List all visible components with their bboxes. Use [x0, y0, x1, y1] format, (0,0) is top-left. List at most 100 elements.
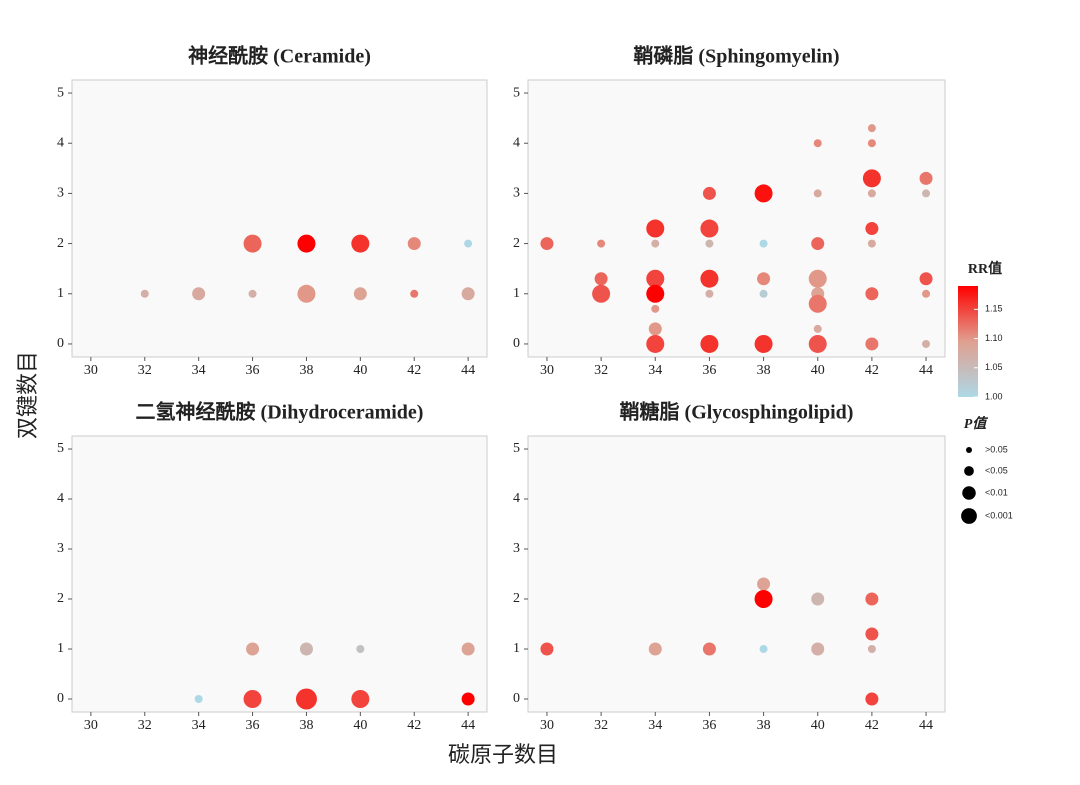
x-tick-label: 40	[353, 363, 367, 378]
bubble	[648, 322, 662, 336]
bubble	[194, 695, 203, 703]
y-tick-label: 3	[57, 541, 64, 556]
bubble	[865, 222, 879, 236]
bubble	[295, 688, 317, 710]
x-tick-label: 38	[757, 363, 771, 378]
bubble	[192, 287, 206, 301]
bubble	[702, 642, 716, 656]
y-tick-label: 3	[513, 186, 520, 201]
bubble	[919, 171, 933, 185]
bubble	[705, 239, 714, 248]
y-tick-label: 2	[513, 591, 520, 606]
size-key	[964, 466, 974, 476]
bubble	[594, 272, 608, 286]
bubble	[646, 334, 665, 353]
bubble	[865, 287, 879, 301]
y-tick-label: 2	[57, 236, 64, 251]
x-tick-label: 30	[84, 718, 98, 733]
bubble	[700, 219, 719, 238]
x-tick-label: 38	[299, 363, 313, 378]
size-label: >0.05	[985, 444, 1008, 454]
x-tick-label: 44	[461, 363, 475, 378]
color-tick-label: 1.05	[985, 362, 1003, 372]
bubble	[651, 304, 660, 313]
y-tick-label: 0	[57, 691, 64, 706]
bubble	[813, 189, 822, 198]
panel-title: 鞘糖脂 (Glycosphingolipid)	[620, 400, 854, 424]
bubble	[248, 289, 257, 298]
color-tick-label: 1.15	[985, 304, 1003, 314]
y-tick-label: 0	[513, 336, 520, 351]
panel-title: 鞘磷脂 (Sphingomyelin)	[633, 44, 839, 68]
x-tick-label: 44	[919, 363, 933, 378]
y-tick-label: 5	[513, 85, 520, 100]
bubble	[759, 239, 768, 248]
bubble	[867, 189, 876, 198]
bubble	[646, 219, 665, 238]
bubble	[813, 139, 822, 148]
bubble	[759, 645, 768, 653]
y-tick-label: 2	[513, 236, 520, 251]
x-tick-label: 42	[865, 363, 879, 378]
bubble	[811, 642, 825, 656]
plot-area	[71, 435, 488, 713]
x-tick-label: 34	[192, 363, 206, 378]
y-tick-label: 5	[57, 85, 64, 100]
bubble	[754, 184, 773, 203]
panel-title: 神经酰胺 (Ceramide)	[188, 44, 371, 68]
bubble	[754, 590, 773, 608]
y-tick-label: 5	[57, 441, 64, 456]
bubble	[867, 124, 876, 133]
bubble	[297, 234, 316, 253]
panel-title: 二氢神经酰胺 (Dihydroceramide)	[136, 400, 424, 424]
bubble	[700, 334, 719, 353]
x-tick-label: 32	[138, 718, 152, 733]
bubble	[243, 690, 262, 708]
y-tick-label: 3	[513, 541, 520, 556]
bubble	[464, 239, 473, 248]
bubble	[862, 169, 881, 188]
x-tick-label: 32	[594, 718, 608, 733]
x-tick-label: 34	[648, 718, 662, 733]
bubble	[757, 577, 771, 591]
bubble	[353, 287, 367, 301]
y-tick-label: 4	[513, 491, 520, 506]
color-bar	[958, 286, 978, 397]
bubble	[922, 289, 931, 298]
bubble	[592, 284, 611, 303]
bubble	[351, 690, 370, 708]
size-legend-title: P值	[964, 415, 989, 432]
bubble	[808, 334, 827, 353]
x-tick-label: 40	[353, 718, 367, 733]
color-tick-label: 1.00	[985, 391, 1003, 401]
x-tick-label: 38	[757, 718, 771, 733]
bubble	[410, 289, 419, 298]
bubble	[865, 337, 879, 351]
bubble	[461, 692, 475, 706]
x-tick-label: 44	[461, 718, 475, 733]
bubble	[865, 692, 879, 706]
y-tick-label: 0	[57, 336, 64, 351]
bubble	[919, 272, 933, 286]
bubble	[407, 237, 421, 251]
x-tick-label: 30	[540, 363, 554, 378]
plot-area	[527, 435, 946, 713]
y-tick-label: 3	[57, 186, 64, 201]
bubble	[651, 239, 660, 248]
x-tick-label: 44	[919, 718, 933, 733]
bubble	[922, 339, 931, 348]
bubble	[865, 627, 879, 641]
bubble	[356, 645, 365, 653]
bubble	[757, 272, 771, 286]
bubble	[243, 234, 262, 253]
x-tick-label: 30	[540, 718, 554, 733]
bubble	[648, 642, 662, 656]
size-key	[966, 447, 972, 453]
x-tick-label: 34	[648, 363, 662, 378]
bubble	[808, 294, 827, 313]
bubble	[700, 269, 719, 288]
y-tick-label: 5	[513, 441, 520, 456]
bubble	[351, 234, 370, 253]
x-tick-label: 42	[865, 718, 879, 733]
